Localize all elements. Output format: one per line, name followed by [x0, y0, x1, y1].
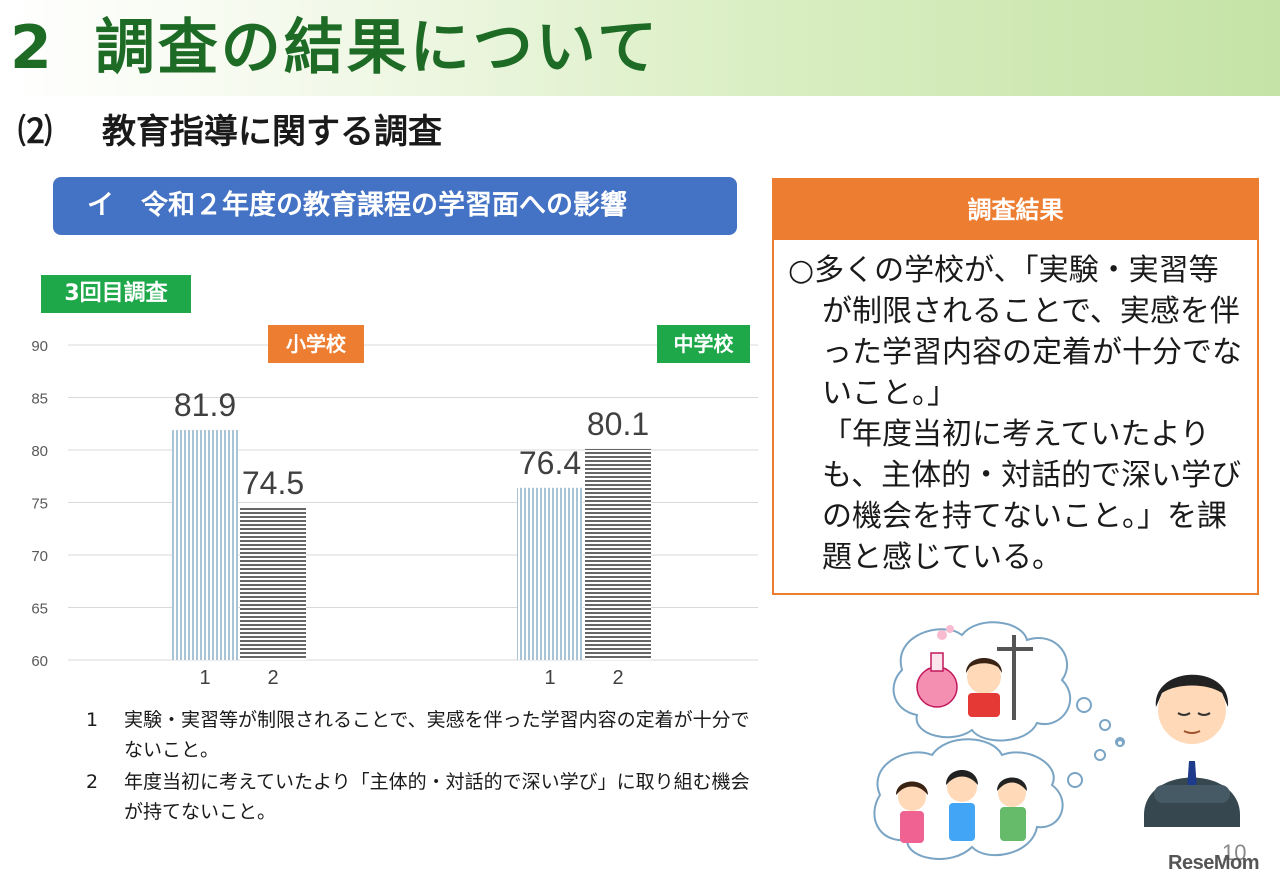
y-tick-label: 85: [31, 391, 48, 408]
subheading: ⑵ 教育指導に関する調査: [18, 106, 442, 158]
x-tick-label: 1: [544, 667, 555, 689]
chart-notes: 1 実験・実習等が制限されることで、実感を伴った学習内容の定着が十分でないこと。…: [82, 705, 762, 829]
header-band: [0, 0, 1280, 96]
section-title: 調査の結果について: [94, 13, 660, 83]
result-body: ○多くの学校が、「実験・実習等が制限されることで、実感を伴った学習内容の定着が十…: [774, 240, 1257, 578]
note-number: 2: [86, 771, 99, 793]
note-text: 実験・実習等が制限されることで、実感を伴った学習内容の定着が十分でないこと。: [124, 709, 750, 761]
note-2: 2 年度当初に考えていたより「主体的・対話的で深い学び」に取り組む機会が持てない…: [82, 767, 762, 827]
y-tick-label: 80: [31, 443, 48, 460]
y-tick-label: 65: [31, 601, 48, 618]
page-title: 2 調査の結果について: [10, 10, 660, 86]
subheading-title: 教育指導に関する調査: [102, 112, 442, 152]
note-text: 年度当初に考えていたより「主体的・対話的で深い学び」に取り組む機会が持てないこと…: [124, 771, 750, 823]
bar-1-1: [172, 430, 238, 660]
bar-2-1: [517, 487, 583, 660]
y-tick-label: 75: [31, 496, 48, 513]
bar-value-label: 76.4: [519, 445, 581, 481]
teacher-thinking-illustration: [873, 621, 1240, 860]
x-tick-label: 2: [267, 667, 278, 689]
note-1: 1 実験・実習等が制限されることで、実感を伴った学習内容の定着が十分でないこと。: [82, 705, 762, 765]
topic-banner: イ 令和２年度の教育課程の学習面への影響: [53, 177, 737, 235]
bar-value-label: 74.5: [242, 465, 304, 501]
bar-value-label: 81.9: [174, 387, 236, 423]
result-heading: 調査結果: [774, 180, 1257, 240]
bar-chart: 90 85 80 75 70 65 60 81.9 1 74.5 2 76.4 1 80.1 2: [31, 338, 758, 689]
y-tick-label: 60: [31, 653, 48, 670]
page-number: 10: [1222, 840, 1247, 865]
bar-value-label: 80.1: [587, 406, 649, 442]
y-tick-label: 90: [31, 338, 48, 355]
survey-badge: 3回目調査: [41, 275, 191, 313]
note-number: 1: [86, 709, 99, 731]
x-tick-label: 2: [612, 667, 623, 689]
flask-icon: [916, 625, 958, 708]
junior-high-school-label: 中学校: [657, 325, 750, 363]
subheading-number: ⑵: [18, 112, 52, 152]
elementary-school-label: 小学校: [268, 325, 364, 363]
resemom-logo: ReseMom: [1168, 852, 1259, 874]
result-paragraph-2: 「年度当初に考えていたよりも、主体的・対話的で深い学びの機会を持てないこと。」を…: [822, 417, 1242, 575]
y-tick-label: 70: [31, 548, 48, 565]
section-number: 2: [10, 13, 55, 83]
bar-2-2: [585, 448, 651, 660]
teacher-figure: [1144, 674, 1240, 827]
x-tick-label: 1: [199, 667, 210, 689]
result-box: 調査結果 ○多くの学校が、「実験・実習等が制限されることで、実感を伴った学習内容…: [772, 178, 1259, 595]
bar-1-2: [240, 507, 306, 660]
result-paragraph-1: ○多くの学校が、「実験・実習等が制限されることで、実感を伴った学習内容の定着が十…: [788, 253, 1242, 411]
